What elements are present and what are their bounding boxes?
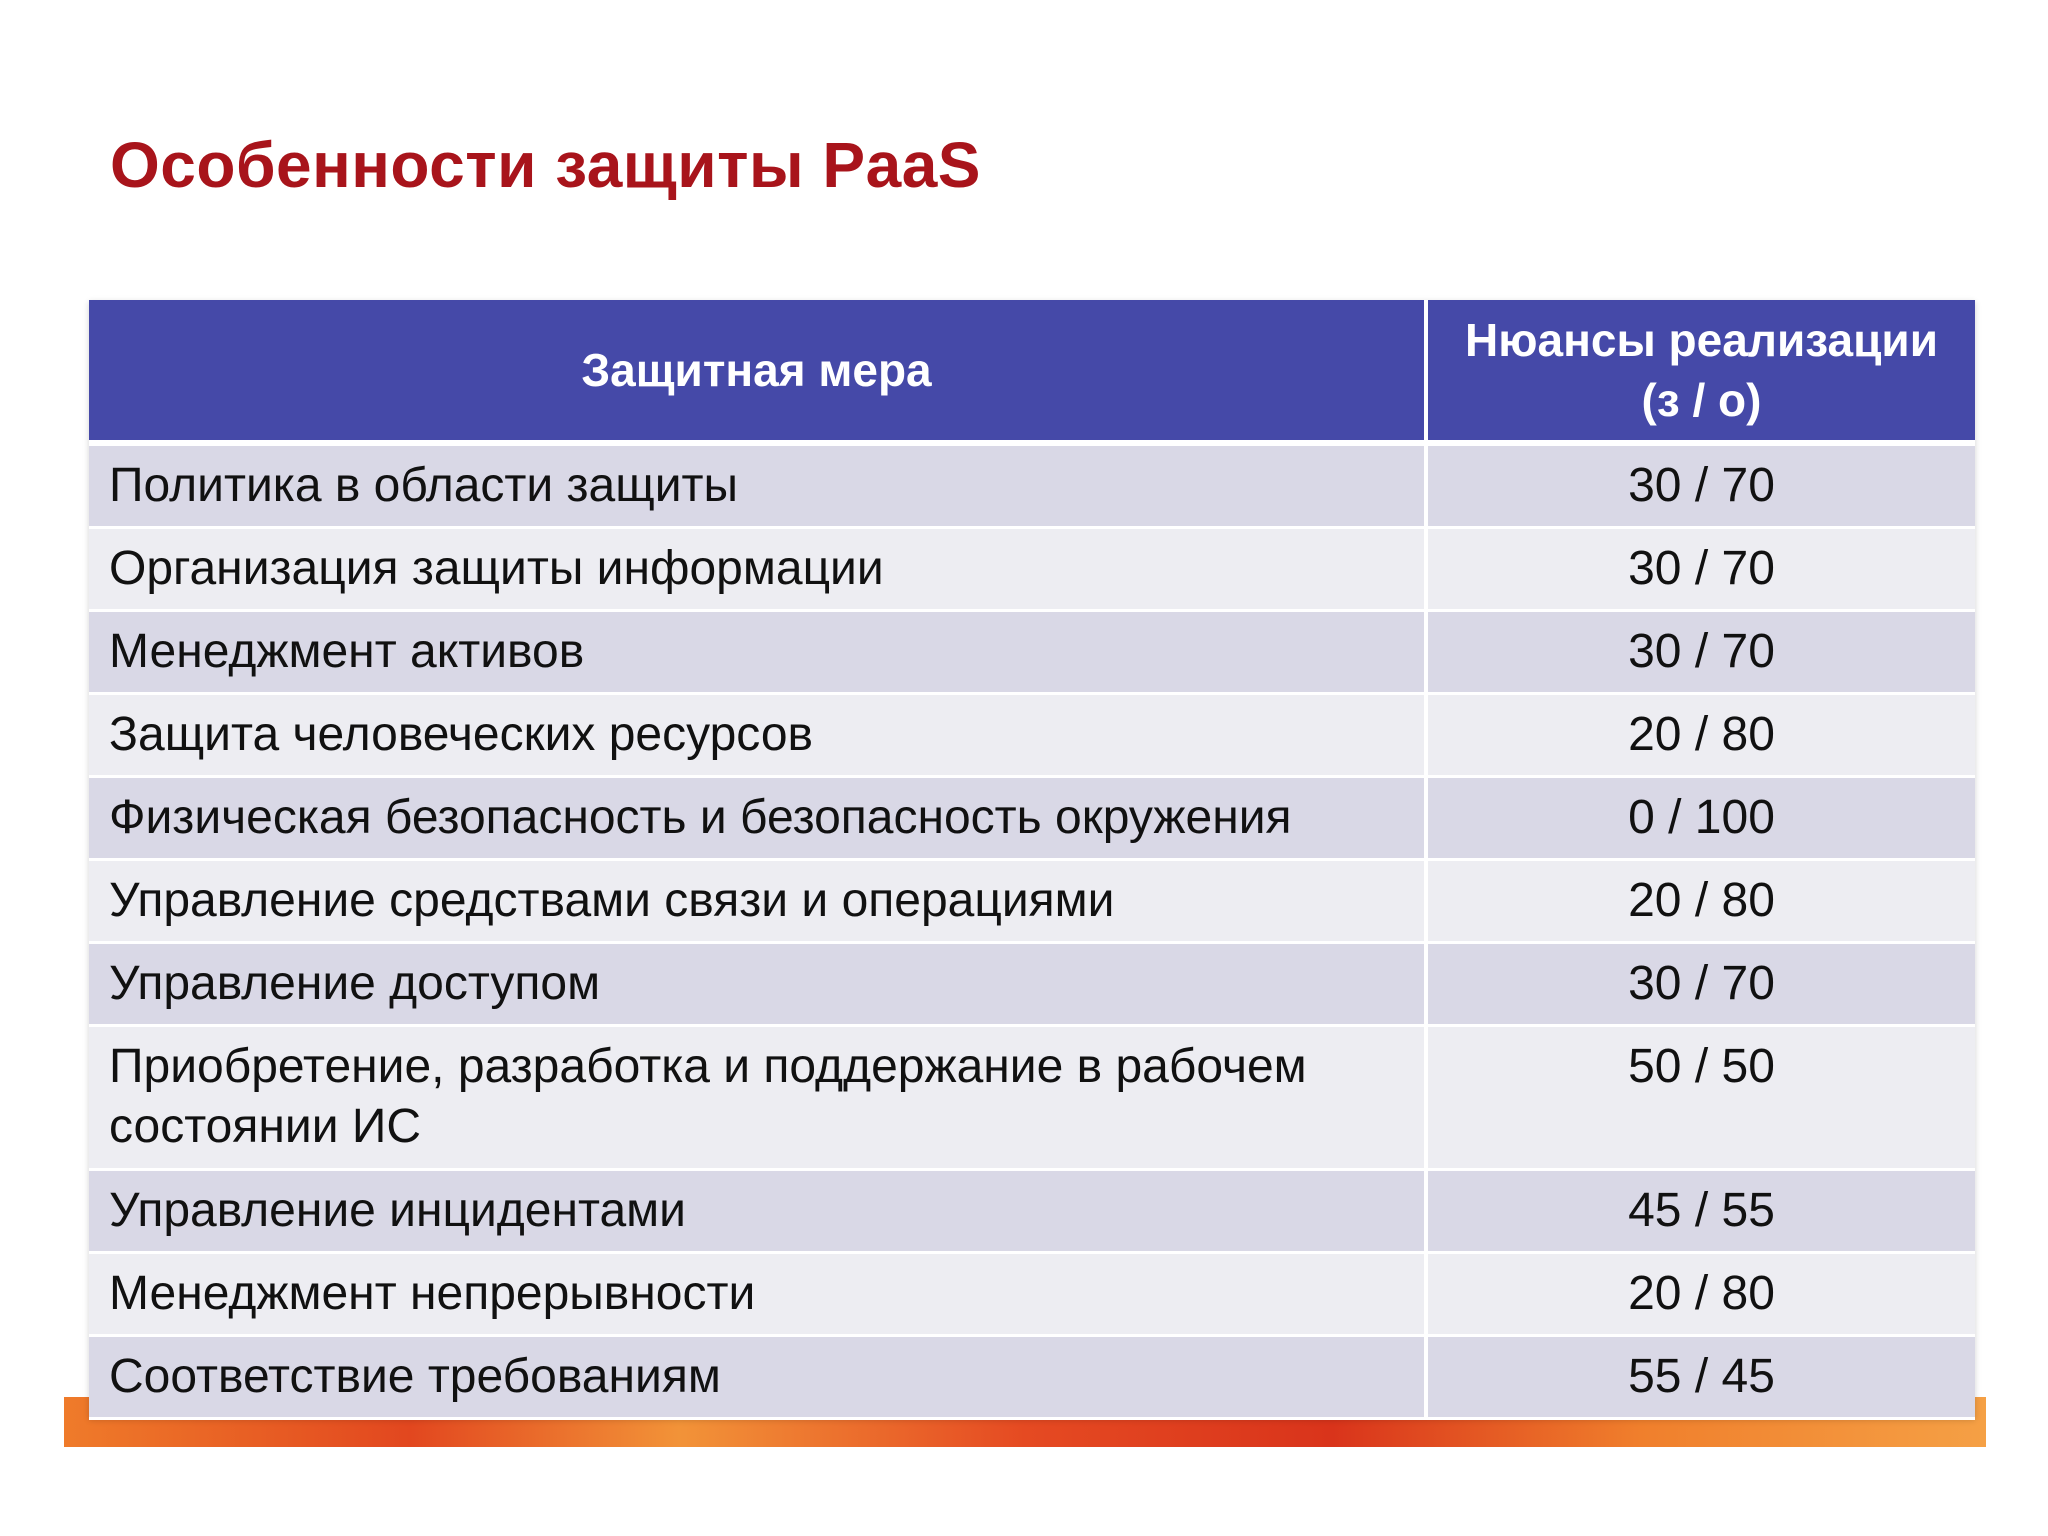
header-measure: Защитная мера <box>89 300 1428 446</box>
value-cell: 0 / 100 <box>1426 776 1975 861</box>
measure-cell: Физическая безопасность и безопасность о… <box>89 776 1428 861</box>
table-header-row: Защитная мера Нюансы реализации (з / о) <box>89 300 1975 446</box>
measure-cell: Приобретение, разработка и поддержание в… <box>89 1025 1428 1171</box>
measure-cell: Организация защиты информации <box>89 527 1428 612</box>
header-nuances: Нюансы реализации (з / о) <box>1426 300 1975 446</box>
table-row: Управление инцидентами 45 / 55 <box>89 1169 1975 1254</box>
value-cell: 45 / 55 <box>1426 1169 1975 1254</box>
table-row: Управление средствами связи и операциями… <box>89 859 1975 944</box>
measures-table: Защитная мера Нюансы реализации (з / о) … <box>89 300 1975 1420</box>
table-row: Защита человеческих ресурсов 20 / 80 <box>89 693 1975 778</box>
table-row: Соответствие требованиям 55 / 45 <box>89 1335 1975 1420</box>
table-row: Политика в области защиты 30 / 70 <box>89 443 1975 529</box>
measure-cell: Менеджмент непрерывности <box>89 1252 1428 1337</box>
table-row: Приобретение, разработка и поддержание в… <box>89 1025 1975 1171</box>
value-cell: 30 / 70 <box>1426 942 1975 1027</box>
table-row: Физическая безопасность и безопасность о… <box>89 776 1975 861</box>
slide-title: Особенности защиты PaaS <box>110 129 981 201</box>
table-row: Управление доступом 30 / 70 <box>89 942 1975 1027</box>
value-cell: 20 / 80 <box>1426 1252 1975 1337</box>
value-cell: 30 / 70 <box>1426 610 1975 695</box>
measure-cell: Соответствие требованиям <box>89 1335 1428 1420</box>
value-cell: 55 / 45 <box>1426 1335 1975 1420</box>
measure-cell: Управление средствами связи и операциями <box>89 859 1428 944</box>
measure-cell: Защита человеческих ресурсов <box>89 693 1428 778</box>
value-cell: 20 / 80 <box>1426 859 1975 944</box>
value-cell: 30 / 70 <box>1426 527 1975 612</box>
measure-cell: Управление инцидентами <box>89 1169 1428 1254</box>
measure-cell: Политика в области защиты <box>89 443 1428 529</box>
measure-cell: Менеджмент активов <box>89 610 1428 695</box>
table-row: Менеджмент непрерывности 20 / 80 <box>89 1252 1975 1337</box>
value-cell: 50 / 50 <box>1426 1025 1975 1171</box>
value-cell: 20 / 80 <box>1426 693 1975 778</box>
value-cell: 30 / 70 <box>1426 443 1975 529</box>
table-row: Организация защиты информации 30 / 70 <box>89 527 1975 612</box>
table-row: Менеджмент активов 30 / 70 <box>89 610 1975 695</box>
measures-table-container: Защитная мера Нюансы реализации (з / о) … <box>89 300 1975 1420</box>
measure-cell: Управление доступом <box>89 942 1428 1027</box>
